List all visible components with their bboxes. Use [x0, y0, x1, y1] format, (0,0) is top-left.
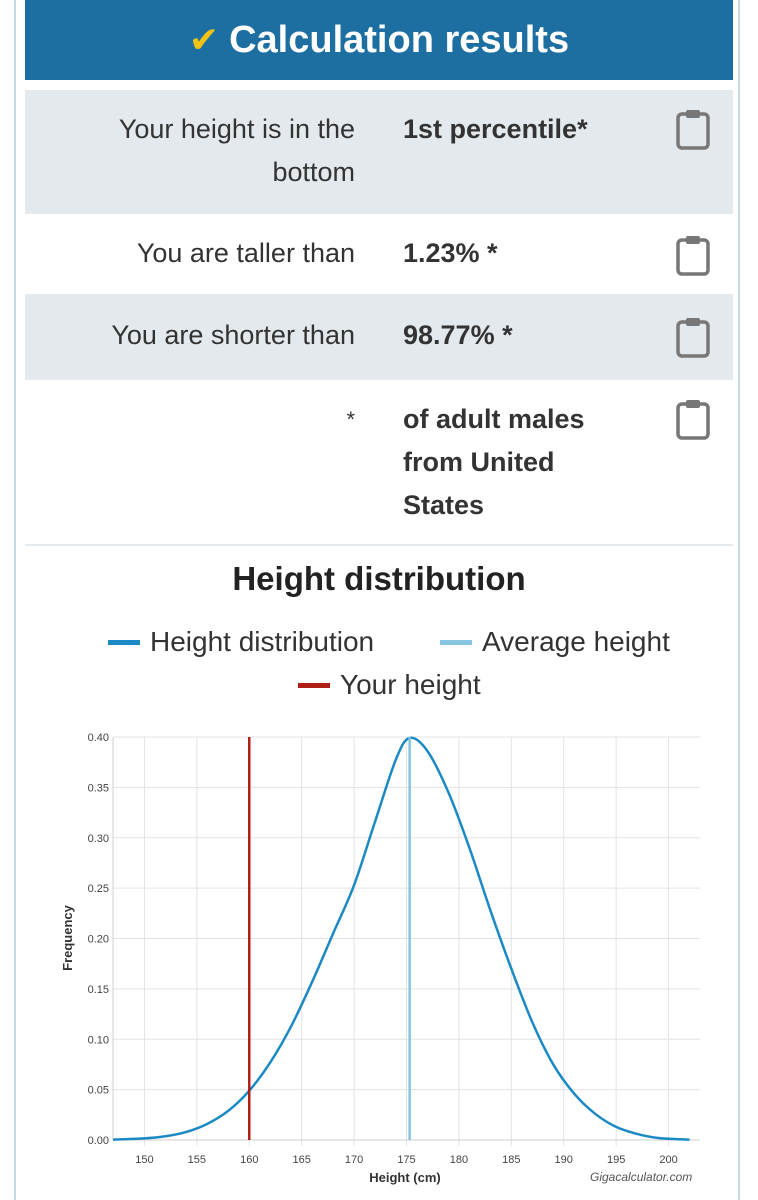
copy-clipboard-icon[interactable]: [675, 234, 711, 276]
legend-swatch: [440, 639, 472, 645]
result-value: 1.23% *: [403, 238, 498, 268]
results-title: Calculation results: [229, 18, 570, 61]
checkmark-icon: ✔: [188, 19, 220, 60]
legend-swatch: [108, 639, 140, 645]
legend-item-distribution[interactable]: Height distribution: [108, 626, 374, 658]
result-label: You are taller than: [136, 238, 355, 268]
result-value: 98.77% *: [403, 320, 513, 350]
chart-title: Height distribution: [232, 560, 526, 597]
copy-clipboard-icon[interactable]: [675, 108, 711, 150]
legend-item-average[interactable]: Average height: [440, 626, 670, 658]
legend-label: Height distribution: [150, 626, 375, 657]
legend-item-your-height[interactable]: Your height: [298, 669, 481, 701]
legend-swatch: [298, 682, 330, 688]
result-row-percentile: Your height is in the bottom 1st percent…: [25, 90, 733, 214]
result-label: You are shorter than: [111, 320, 355, 350]
copy-clipboard-icon[interactable]: [675, 316, 711, 358]
result-row-taller: You are taller than 1.23% *: [25, 214, 733, 296]
result-value: of adult males from United States: [403, 404, 585, 520]
results-header: ✔ Calculation results: [25, 0, 733, 80]
legend-label: Your height: [340, 669, 481, 700]
credit-text: Gigacalculator.com: [590, 1170, 693, 1184]
result-label: Your height is in the bottom: [118, 114, 355, 187]
result-label: *: [346, 407, 355, 432]
result-row-shorter: You are shorter than 98.77% *: [25, 296, 733, 380]
results-panel: [14, 0, 740, 1200]
legend-label: Average height: [482, 626, 670, 657]
copy-clipboard-icon[interactable]: [675, 398, 711, 440]
result-row-population: * of adult males from United States: [25, 380, 733, 546]
result-value: 1st percentile*: [403, 114, 588, 144]
